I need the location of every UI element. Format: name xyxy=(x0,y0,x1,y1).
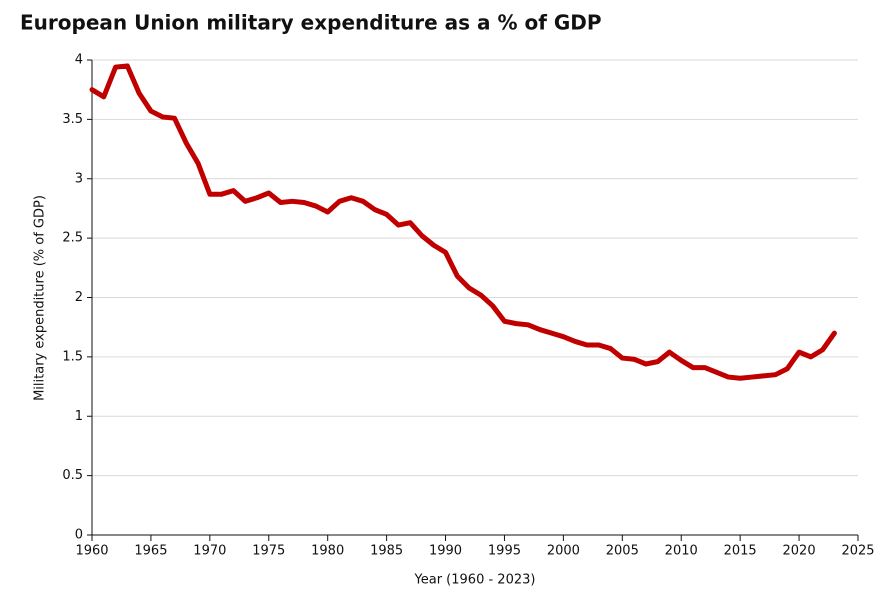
x-tick-label: 2000 xyxy=(547,544,580,559)
x-tick-label: 1980 xyxy=(311,544,344,559)
x-tick-label: 1965 xyxy=(134,544,167,559)
y-tick-label: 3.5 xyxy=(62,112,83,127)
chart-title: European Union military expenditure as a… xyxy=(20,11,602,35)
x-tick-label: 1995 xyxy=(488,544,521,559)
x-tick-label: 1960 xyxy=(75,544,108,559)
x-tick-label: 1970 xyxy=(193,544,226,559)
x-tick-label: 2020 xyxy=(783,544,816,559)
x-tick-label: 2015 xyxy=(724,544,757,559)
y-tick-label: 1.5 xyxy=(62,349,83,364)
y-tick-label: 4 xyxy=(75,53,83,68)
x-tick-label: 2025 xyxy=(841,544,874,559)
y-tick-label: 0 xyxy=(75,528,83,543)
x-tick-label: 1990 xyxy=(429,544,462,559)
y-tick-label: 2.5 xyxy=(62,231,83,246)
y-tick-label: 2 xyxy=(75,290,83,305)
y-tick-label: 0.5 xyxy=(62,468,83,483)
y-tick-label: 3 xyxy=(75,171,83,186)
y-tick-label: 1 xyxy=(75,409,83,424)
data-line xyxy=(89,63,837,381)
x-tick-label: 1975 xyxy=(252,544,285,559)
y-axis-label: Military expenditure (% of GDP) xyxy=(33,195,48,401)
x-tick-label: 1985 xyxy=(370,544,403,559)
x-axis-label: Year (1960 - 2023) xyxy=(414,573,536,588)
x-tick-label: 2010 xyxy=(665,544,698,559)
x-tick-label: 2005 xyxy=(606,544,639,559)
